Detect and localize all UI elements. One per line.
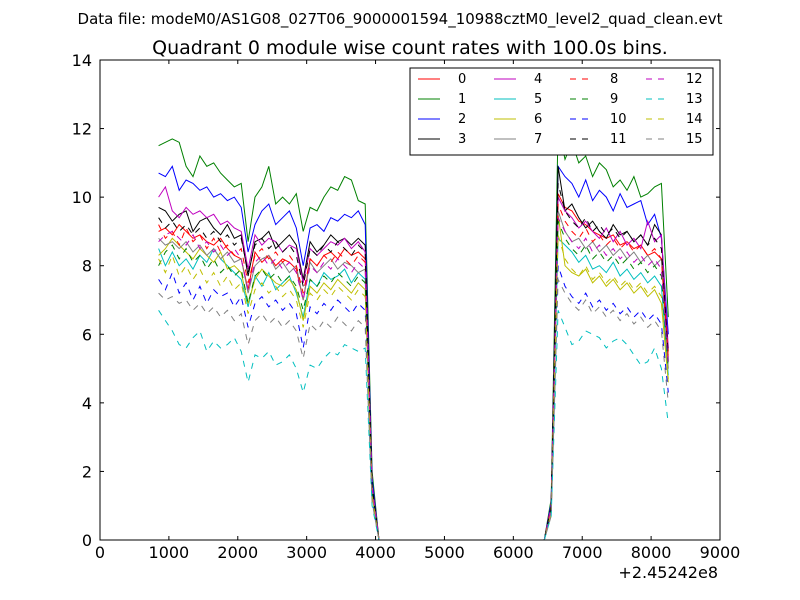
legend-label-7: 7 — [534, 132, 542, 147]
legend-label-10: 10 — [610, 112, 627, 127]
legend-label-2: 2 — [458, 112, 466, 127]
chart-title: Quadrant 0 module wise count rates with … — [152, 37, 668, 59]
legend-label-13: 13 — [686, 92, 703, 107]
y-tick-label: 0 — [82, 531, 92, 550]
series-line-12 — [158, 217, 669, 541]
x-tick-label: 3000 — [286, 543, 327, 562]
legend-label-0: 0 — [458, 72, 466, 87]
legend-label-3: 3 — [458, 132, 466, 147]
y-tick-label: 14 — [72, 51, 92, 70]
series-line-14 — [158, 234, 669, 541]
axis-ticks: 0 1000 2000 3000 4000 5000 6000 7000 8000 9000 0 2 4… — [72, 51, 741, 562]
legend-label-5: 5 — [534, 92, 542, 107]
x-tick-label: 5000 — [424, 543, 465, 562]
x-tick-label: 0 — [95, 543, 105, 562]
legend-label-9: 9 — [610, 92, 618, 107]
x-tick-label: 9000 — [700, 543, 741, 562]
chart-suptitle: Data file: modeM0/AS1G08_027T06_90000015… — [78, 10, 723, 29]
x-offset-label: +2.45242e8 — [618, 563, 718, 582]
series-line-10 — [158, 265, 669, 541]
y-tick-label: 2 — [82, 462, 92, 481]
y-tick-label: 10 — [72, 188, 92, 207]
x-tick-label: 1000 — [149, 543, 190, 562]
legend-label-4: 4 — [534, 72, 542, 87]
y-tick-label: 4 — [82, 394, 92, 413]
y-tick-label: 8 — [82, 257, 92, 276]
series-line-11 — [158, 183, 669, 541]
x-tick-label: 8000 — [631, 543, 672, 562]
x-tick-label: 2000 — [217, 543, 258, 562]
legend-label-12: 12 — [686, 72, 703, 87]
y-tick-label: 12 — [72, 120, 92, 139]
series-line-2 — [158, 164, 669, 541]
x-tick-label: 4000 — [355, 543, 396, 562]
plot-lines — [158, 125, 669, 541]
y-tick-label: 6 — [82, 325, 92, 344]
axes-frame — [99, 59, 721, 541]
legend-label-15: 15 — [686, 132, 703, 147]
series-line-9 — [158, 220, 669, 541]
legend-label-8: 8 — [610, 72, 618, 87]
x-tick-label: 7000 — [562, 543, 603, 562]
series-line-7 — [158, 210, 669, 541]
series-line-1 — [158, 125, 669, 541]
series-line-15 — [158, 279, 669, 541]
x-tick-label: 6000 — [493, 543, 534, 562]
series-line-8 — [158, 203, 669, 541]
legend-label-1: 1 — [458, 92, 466, 107]
legend-label-14: 14 — [686, 112, 703, 127]
series-line-13 — [158, 310, 669, 541]
legend-label-6: 6 — [534, 112, 542, 127]
legend-box — [409, 67, 714, 156]
legend-label-11: 11 — [610, 132, 627, 147]
